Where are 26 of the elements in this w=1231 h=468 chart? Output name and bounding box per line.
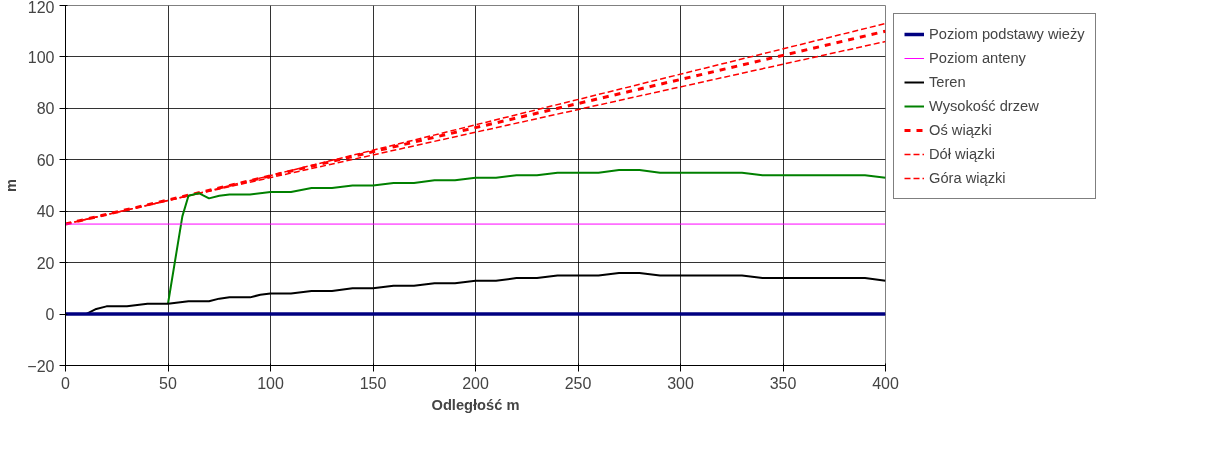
- x-tick-label: 400: [872, 374, 899, 392]
- x-tick-label: 150: [359, 374, 387, 392]
- legend-label: Góra wiązki: [929, 170, 1006, 186]
- x-axis-title: Odległość m: [431, 396, 520, 413]
- y-tick-label: 80: [36, 100, 55, 118]
- y-tick-label: 100: [27, 48, 55, 66]
- x-tick-label: 250: [564, 374, 592, 392]
- y-tick-label: 0: [45, 306, 55, 324]
- x-tick-label: 200: [462, 374, 489, 392]
- legend-label: Wysokość drzew: [929, 98, 1039, 114]
- y-tick-label: 20: [36, 254, 55, 272]
- legend-label: Oś wiązki: [929, 122, 992, 138]
- x-tick-label: 300: [667, 374, 694, 392]
- legend-label: Poziom anteny: [929, 50, 1026, 66]
- y-tick-label: 120: [27, 0, 55, 16]
- x-tick-label: 0: [61, 374, 71, 392]
- y-tick-label: 60: [36, 151, 55, 169]
- legend-label: Poziom podstawy wieży: [929, 26, 1085, 42]
- y-tick-label: 40: [36, 203, 55, 221]
- x-tick-label: 50: [159, 374, 177, 392]
- x-tick-label: 100: [257, 374, 284, 392]
- y-axis-title: m: [3, 178, 20, 193]
- y-tick-label: −20: [27, 357, 55, 375]
- legend-label: Teren: [929, 74, 966, 90]
- legend-label: Dół wiązki: [929, 146, 995, 162]
- x-tick-label: 350: [769, 374, 797, 392]
